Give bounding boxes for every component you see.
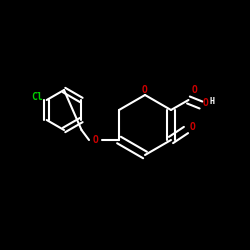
Text: H: H	[210, 97, 215, 106]
Text: O: O	[203, 98, 209, 108]
Text: O: O	[189, 122, 195, 132]
Text: Cl: Cl	[31, 92, 42, 102]
Text: O: O	[142, 85, 148, 95]
Text: O: O	[92, 135, 98, 145]
Text: O: O	[192, 85, 198, 95]
